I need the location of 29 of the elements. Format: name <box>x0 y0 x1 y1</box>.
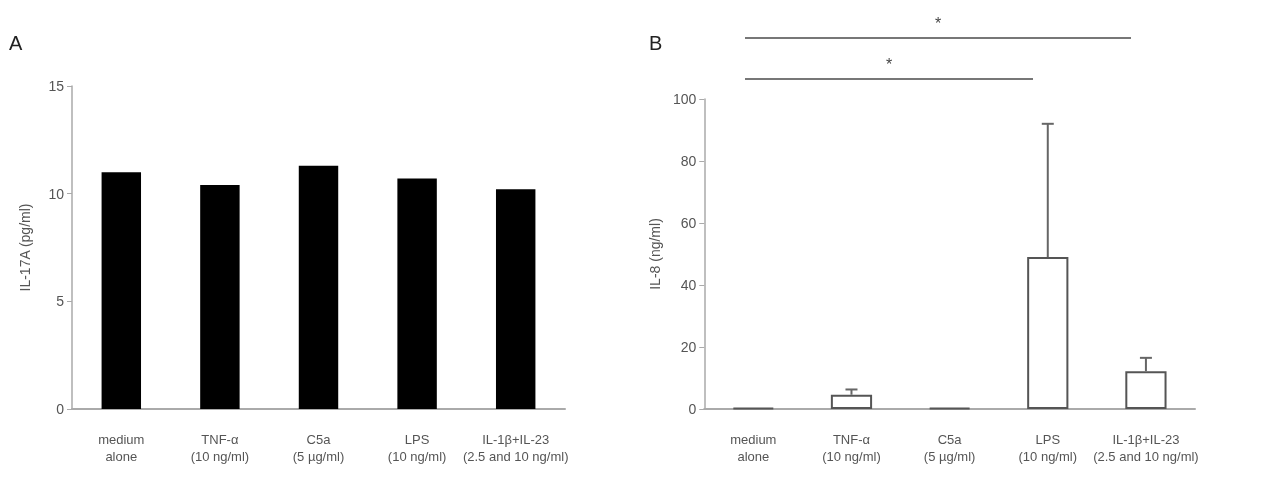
y-axis-title: IL-17A (pg/ml) <box>17 203 33 292</box>
y-axis-title: IL-8 (ng/ml) <box>647 218 663 290</box>
y-tick-label: 0 <box>56 401 65 417</box>
bar <box>830 394 873 409</box>
y-tick-label: 40 <box>680 277 697 293</box>
y-tick-label: 15 <box>48 78 65 94</box>
y-tick-label: 0 <box>688 401 697 417</box>
y-tick-label: 5 <box>56 293 65 310</box>
bar <box>1125 371 1167 409</box>
bar <box>1027 257 1069 409</box>
chart-title: A <box>9 32 23 54</box>
x-tick-label: IL-1β+IL-23 (2.5 and 10 ng/ml) <box>462 432 569 464</box>
x-tick-label: medium alone <box>98 432 145 464</box>
y-tick-label: 60 <box>680 215 697 231</box>
x-tick-label: TNF-α (10 ng/ml) <box>190 432 250 464</box>
x-tick-label: TNF-α (10 ng/ml) <box>822 432 881 464</box>
y-tick-label: 100 <box>672 91 697 107</box>
x-tick-label: IL-1β+IL-23 (2.5 and 10 ng/ml) <box>1093 432 1199 464</box>
text: * <box>935 15 942 33</box>
x-tick-label: LPS (10 ng/ml) <box>387 432 447 464</box>
y-tick-label: 20 <box>680 339 697 355</box>
text: * <box>885 56 893 74</box>
chart-title: B <box>649 32 663 54</box>
x-tick-label: medium alone <box>730 432 777 464</box>
x-tick-label: LPS (10 ng/ml) <box>1018 432 1078 464</box>
x-tick-label: C5a (5 µg/ml) <box>292 432 345 464</box>
x-tick-label: C5a (5 µg/ml) <box>923 432 976 464</box>
y-tick-label: 80 <box>680 153 697 169</box>
y-tick-label: 10 <box>48 185 65 202</box>
